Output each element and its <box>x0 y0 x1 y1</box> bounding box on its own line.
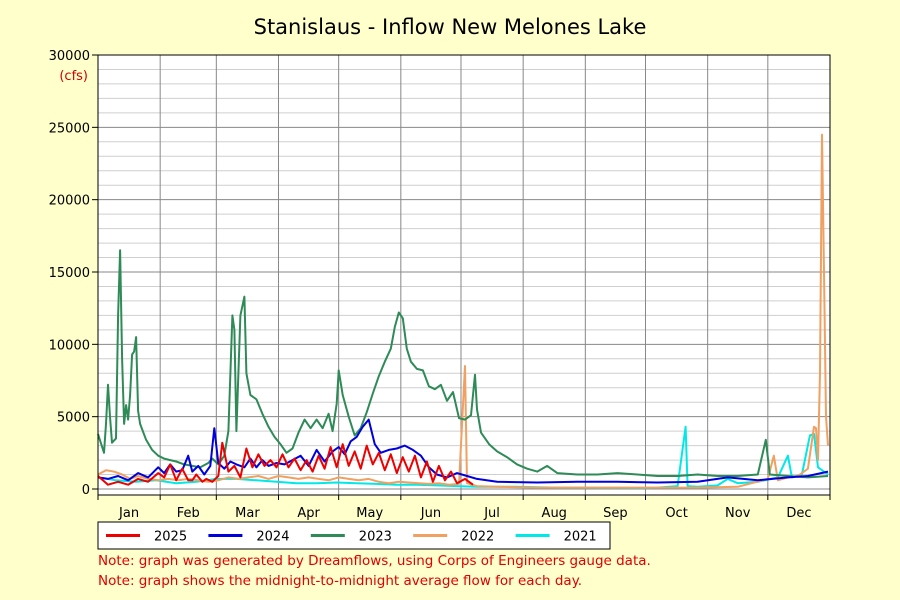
y-tick-label: 30000 <box>49 49 90 64</box>
x-tick-label: Jul <box>483 506 500 521</box>
x-tick-label: Aug <box>542 506 567 521</box>
x-tick-label: Feb <box>177 506 200 521</box>
legend-label-2023: 2023 <box>359 530 392 545</box>
grid <box>98 54 830 495</box>
x-tick-label: Oct <box>665 506 687 521</box>
x-tick-label: May <box>356 506 383 521</box>
legend-label-2021: 2021 <box>564 530 597 545</box>
x-tick-label: Mar <box>235 506 260 521</box>
series-line-2024 <box>97 418 829 484</box>
series-line-2025 <box>97 441 474 486</box>
plot-area <box>98 55 830 495</box>
y-tick-label: 15000 <box>49 266 90 281</box>
x-tick-label: Dec <box>786 506 811 521</box>
plot-border <box>97 54 831 496</box>
plot-background <box>98 55 830 495</box>
y-tick-label: 20000 <box>49 194 90 209</box>
x-tick-label: Nov <box>725 506 751 521</box>
legend-label-2022: 2022 <box>461 530 494 545</box>
y-tick-label: 5000 <box>57 411 90 426</box>
y-unit-label: (cfs) <box>59 69 88 84</box>
legend: 2025 2024 2023 2022 2021 <box>97 521 611 550</box>
y-tick-label: 0 <box>82 483 90 498</box>
x-tick-label: Sep <box>603 506 628 521</box>
y-tick-label: 10000 <box>49 338 90 353</box>
series-layer <box>97 133 829 489</box>
x-tick-label: Jun <box>420 506 441 521</box>
x-tick-label: Jan <box>118 506 139 521</box>
legend-label-2024: 2024 <box>256 530 289 545</box>
chart-title: Stanislaus - Inflow New Melones Lake <box>254 15 647 39</box>
note-1: Note: graph was generated by Dreamflows,… <box>98 553 651 569</box>
legend-label-2025: 2025 <box>154 530 187 545</box>
x-tick-label: Apr <box>297 506 320 521</box>
series-line-2023 <box>97 249 829 479</box>
y-tick-label: 25000 <box>49 121 90 136</box>
axes: 0 5000 10000 15000 20000 25000 30000 Jan Feb Mar A… <box>49 49 831 521</box>
note-2: Note: graph shows the midnight-to-midnig… <box>98 573 583 589</box>
